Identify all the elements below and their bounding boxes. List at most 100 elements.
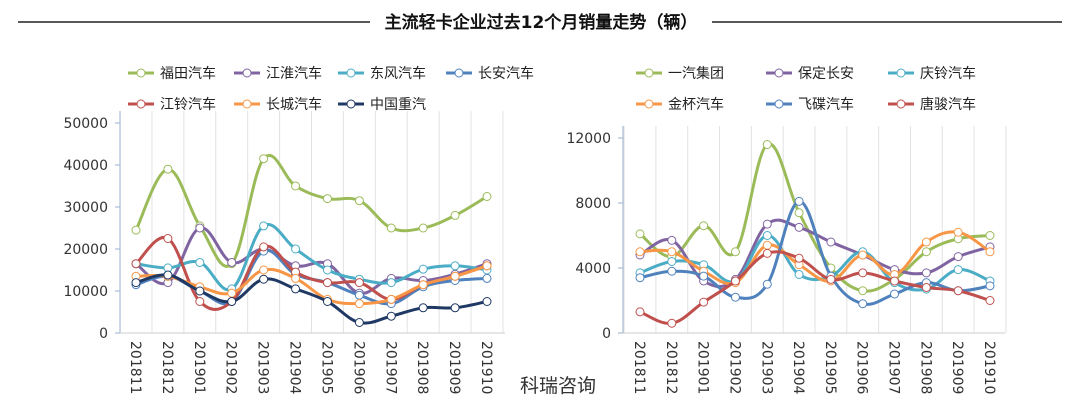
data-point	[667, 235, 677, 245]
data-point	[418, 280, 428, 290]
data-point	[762, 240, 772, 250]
data-point	[259, 221, 269, 231]
data-point	[794, 196, 804, 206]
data-point	[730, 292, 740, 302]
data-point	[450, 271, 460, 281]
legend-item: 长安汽车	[446, 65, 534, 82]
data-point	[354, 290, 364, 300]
legend-label: 庆铃汽车	[920, 65, 976, 82]
data-point	[386, 294, 396, 304]
data-point	[762, 248, 772, 258]
x-tick-label: 201812	[663, 341, 679, 394]
data-point	[667, 318, 677, 328]
data-point	[291, 273, 301, 283]
data-point	[259, 154, 269, 164]
legend-marker	[896, 68, 906, 78]
data-point	[259, 274, 269, 284]
chart-title: 主流轻卡企业过去12个月销量走势（辆）	[385, 12, 698, 33]
data-point	[386, 223, 396, 233]
data-point	[921, 268, 931, 278]
data-point	[322, 278, 332, 288]
y-tick-label: 0	[602, 326, 611, 342]
data-point	[921, 283, 931, 292]
x-tick-label: 201901	[191, 341, 207, 394]
data-point	[482, 261, 492, 271]
x-tick-label: 201906	[854, 341, 870, 395]
y-tick-label: 40000	[63, 158, 108, 174]
legend-marker	[774, 68, 784, 78]
data-point	[195, 257, 205, 267]
data-point	[794, 222, 804, 232]
y-tick-label: 0	[99, 326, 108, 342]
watermark-logo: 科瑞咨询	[520, 375, 596, 397]
chart-1: 0 10000 20000 30000 40000 50000 201811 201812 20…	[63, 65, 534, 395]
data-point	[291, 284, 301, 294]
data-point	[354, 318, 364, 327]
data-point	[921, 237, 931, 247]
data-point	[322, 297, 332, 306]
legend-label: 唐骏汽车	[920, 96, 976, 113]
data-point	[386, 311, 396, 321]
x-tick-label: 201906	[350, 341, 366, 395]
data-point	[985, 231, 995, 240]
data-point	[131, 278, 141, 288]
legend-marker	[896, 99, 906, 109]
data-point	[985, 281, 995, 291]
data-point	[794, 270, 804, 279]
x-tick-label: 201907	[382, 341, 398, 394]
legend-marker	[242, 68, 252, 78]
data-point	[354, 278, 364, 288]
x-tick-label: 201910	[981, 341, 997, 394]
data-point	[921, 247, 931, 257]
data-point	[354, 196, 364, 206]
data-point	[699, 297, 709, 307]
data-point	[794, 208, 804, 218]
y-tick-label: 10000	[63, 284, 108, 300]
y-tick-label: 30000	[63, 200, 108, 216]
legend-marker	[136, 68, 146, 78]
legend-label: 福田汽车	[160, 65, 216, 82]
x-tick-label: 201902	[223, 341, 239, 394]
data-point	[131, 225, 141, 235]
x-tick-label: 201902	[726, 341, 742, 394]
legend-label: 飞碟汽车	[798, 96, 854, 113]
data-point	[699, 271, 709, 281]
data-point	[667, 257, 677, 266]
data-point	[890, 289, 900, 299]
data-point	[482, 192, 492, 201]
data-point	[667, 266, 677, 276]
legend-item: 江淮汽车	[234, 65, 322, 82]
data-point	[131, 259, 141, 269]
data-point	[826, 274, 836, 284]
data-point	[450, 261, 460, 271]
data-point	[482, 273, 492, 283]
x-tick-label: 201904	[790, 341, 806, 395]
legend-marker	[242, 99, 252, 109]
legend-marker	[774, 99, 784, 109]
data-point	[635, 307, 645, 317]
y-tick-label: 50000	[63, 116, 108, 132]
x-tick-label: 201907	[886, 341, 902, 394]
x-tick-label: 201908	[414, 341, 430, 394]
data-point	[858, 299, 868, 309]
x-tick-label: 201903	[758, 341, 774, 394]
data-point	[826, 237, 836, 247]
data-point	[259, 265, 269, 275]
legend-marker	[454, 68, 464, 78]
data-point	[762, 140, 772, 149]
data-point	[386, 278, 396, 288]
legend-label: 长城汽车	[266, 96, 322, 113]
data-point	[953, 265, 963, 275]
data-point	[418, 264, 428, 274]
data-point	[985, 247, 995, 257]
data-point	[195, 223, 205, 233]
data-point	[418, 223, 428, 233]
legend-marker	[346, 68, 356, 78]
y-tick-label: 12000	[566, 131, 611, 147]
legend-item: 保定长安	[766, 66, 854, 82]
legend-item: 一汽集团	[636, 65, 724, 82]
data-point	[291, 181, 301, 191]
data-point	[418, 303, 428, 313]
data-point	[227, 297, 237, 306]
